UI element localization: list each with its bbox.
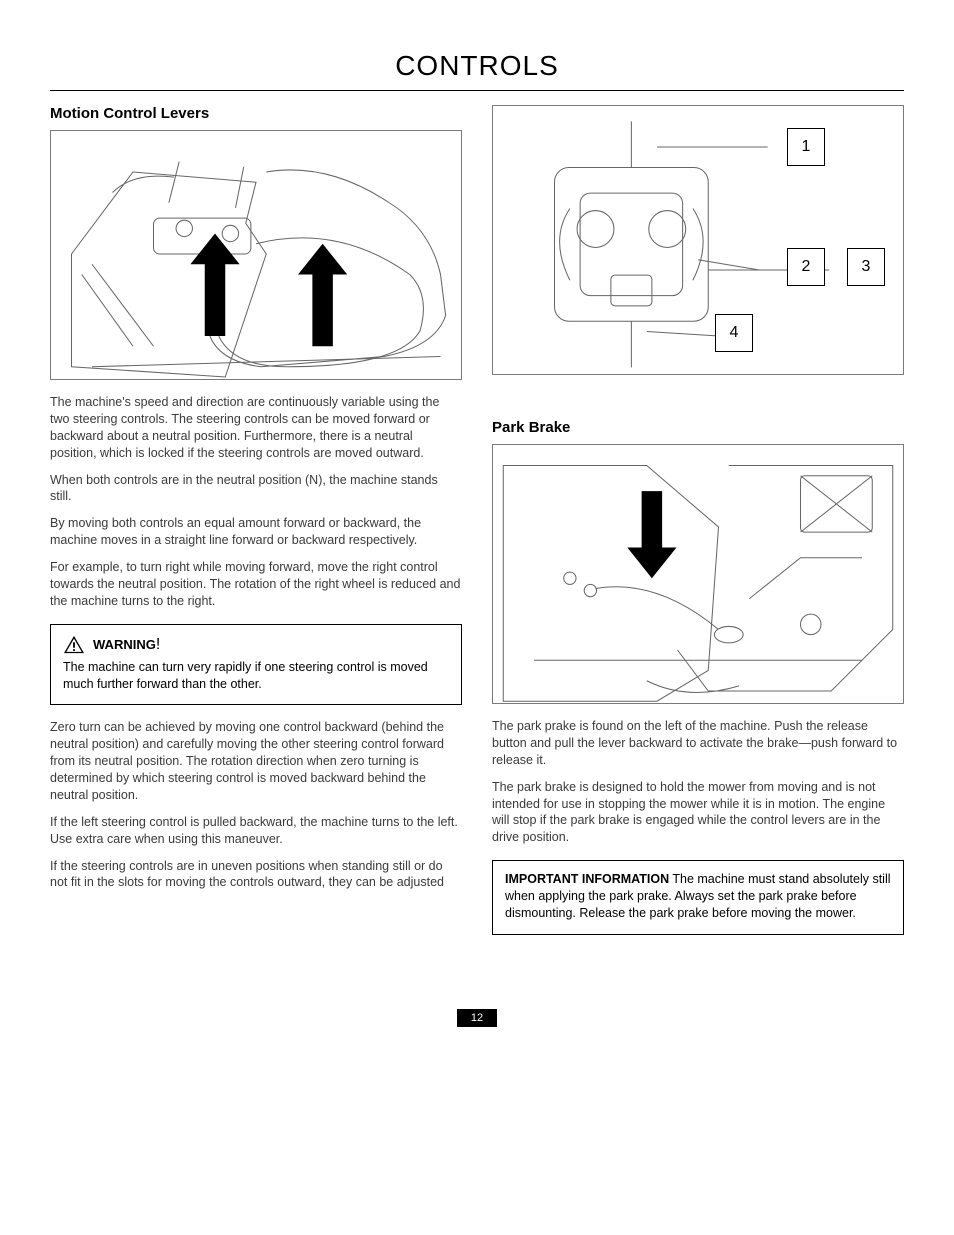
callout-2: 2 [787, 248, 825, 286]
mc-para-7: If the steering controls are in uneven p… [50, 858, 462, 892]
mc-para-1: The machine's speed and direction are co… [50, 394, 462, 462]
top-diagram-svg [493, 106, 903, 383]
warning-box: WARNING! The machine can turn very rapid… [50, 624, 462, 706]
mc-para-6: If the left steering control is pulled b… [50, 814, 462, 848]
warning-exclaim: ! [156, 636, 160, 653]
important-info-box: IMPORTANT INFORMATION The machine must s… [492, 860, 904, 935]
two-column-layout: Motion Control Levers [50, 105, 904, 949]
pb-para-2: The park brake is designed to hold the m… [492, 779, 904, 847]
important-info-label: IMPORTANT INFORMATION [505, 872, 669, 886]
left-column: Motion Control Levers [50, 105, 462, 949]
page-title: CONTROLS [50, 50, 904, 82]
warning-label: WARNING [93, 637, 156, 652]
motion-control-figure [50, 130, 462, 380]
callout-3: 3 [847, 248, 885, 286]
top-diagram-figure: 1 2 3 4 [492, 105, 904, 375]
important-info-text: IMPORTANT INFORMATION The machine must s… [505, 871, 891, 922]
callout-1: 1 [787, 128, 825, 166]
mc-para-5: Zero turn can be achieved by moving one … [50, 719, 462, 803]
mc-para-2: When both controls are in the neutral po… [50, 472, 462, 506]
title-rule [50, 90, 904, 91]
right-column: 1 2 3 4 Park Brake [492, 105, 904, 949]
motion-control-heading: Motion Control Levers [50, 105, 462, 122]
page-number: 12 [457, 1009, 497, 1027]
mc-para-4: For example, to turn right while moving … [50, 559, 462, 610]
warning-text: The machine can turn very rapidly if one… [63, 659, 449, 693]
mc-para-3: By moving both controls an equal amount … [50, 515, 462, 549]
park-brake-heading: Park Brake [492, 419, 904, 436]
pb-para-1: The park prake is found on the left of t… [492, 718, 904, 769]
callout-4: 4 [715, 314, 753, 352]
warning-header: WARNING! [63, 635, 449, 655]
park-brake-figure [492, 444, 904, 704]
warning-triangle-icon [63, 635, 85, 655]
motion-control-svg [51, 131, 461, 387]
park-brake-svg [493, 445, 903, 712]
